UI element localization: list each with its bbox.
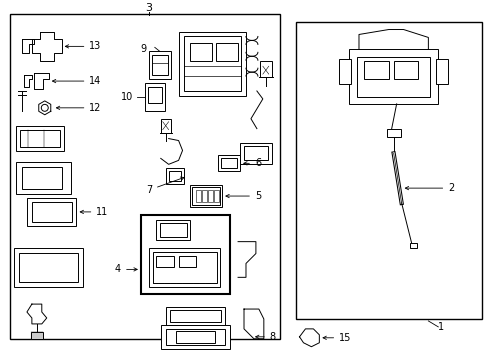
Bar <box>221 158 237 168</box>
Bar <box>165 307 224 325</box>
Bar <box>356 57 429 97</box>
Bar <box>202 190 207 202</box>
Bar <box>32 202 71 222</box>
Bar <box>216 44 238 61</box>
Bar <box>148 51 170 79</box>
Bar <box>151 55 167 75</box>
Text: 7: 7 <box>145 177 183 195</box>
Bar <box>16 162 70 194</box>
Bar <box>183 36 241 91</box>
Bar <box>192 187 220 205</box>
Text: 9: 9 <box>141 44 147 54</box>
Bar <box>190 44 212 61</box>
Bar <box>386 129 400 136</box>
Text: 4: 4 <box>115 264 137 274</box>
Bar <box>156 256 173 267</box>
Bar <box>141 215 230 294</box>
Text: 12: 12 <box>56 103 102 113</box>
Text: 2: 2 <box>405 183 453 193</box>
Bar <box>196 190 201 202</box>
Bar <box>409 243 417 248</box>
Bar <box>22 167 61 189</box>
Text: 15: 15 <box>323 333 351 343</box>
Bar <box>14 248 83 287</box>
Text: 1: 1 <box>437 322 444 332</box>
Bar <box>339 59 350 84</box>
Text: 3: 3 <box>145 3 152 13</box>
Bar <box>178 256 196 267</box>
Bar <box>208 190 213 202</box>
Bar <box>161 325 230 349</box>
Text: 8: 8 <box>255 332 275 342</box>
Bar <box>169 310 221 322</box>
Bar <box>214 190 219 202</box>
Bar <box>27 198 76 226</box>
Bar <box>259 61 271 77</box>
Bar <box>161 119 170 132</box>
Text: 6: 6 <box>243 158 261 168</box>
Bar <box>348 49 437 104</box>
Bar <box>20 130 60 148</box>
Bar <box>244 147 267 160</box>
Bar <box>393 61 418 79</box>
Bar <box>144 83 164 111</box>
Bar <box>218 156 240 171</box>
Bar <box>363 61 388 79</box>
Bar <box>147 87 162 103</box>
Bar <box>240 143 271 164</box>
Bar <box>178 32 245 96</box>
Ellipse shape <box>374 177 392 189</box>
Bar <box>156 220 190 240</box>
Text: 10: 10 <box>121 92 133 102</box>
Bar <box>295 22 481 319</box>
Bar <box>435 59 447 84</box>
Bar <box>10 14 279 339</box>
Bar <box>31 332 42 339</box>
Bar <box>152 252 217 283</box>
Text: 5: 5 <box>225 191 261 201</box>
Bar <box>165 168 183 184</box>
Bar <box>190 185 222 207</box>
Bar <box>165 329 224 345</box>
Text: 14: 14 <box>52 76 102 86</box>
Bar <box>175 331 215 343</box>
Bar <box>160 223 186 237</box>
Text: 13: 13 <box>65 41 102 51</box>
Bar <box>16 126 63 152</box>
Text: 11: 11 <box>80 207 108 217</box>
Bar <box>168 171 180 181</box>
Bar <box>19 253 78 282</box>
Bar <box>148 248 220 287</box>
